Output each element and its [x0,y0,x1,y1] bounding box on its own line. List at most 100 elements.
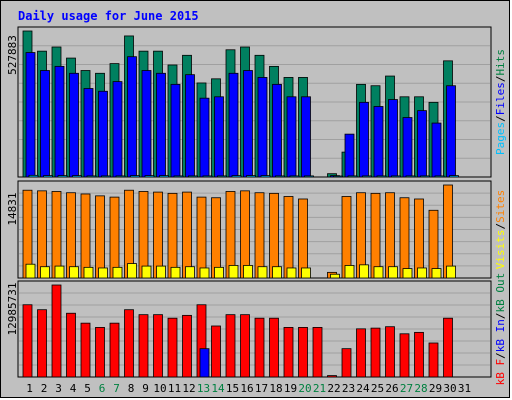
x-tick-label-day-8: 8 [128,382,135,395]
bar-top-pages-day-11 [173,175,184,178]
legend-middle: Visits/Sites [494,190,507,270]
bar-middle-sites-day-17 [254,192,265,279]
bar-top-files-day-19 [286,96,297,178]
x-tick-label-day-21: 21 [313,382,326,395]
bar-top-pages-day-26 [391,175,401,178]
bar-top-pages-day-23 [347,175,358,178]
bar-top-pages-day-5 [86,175,97,178]
bar-top-files-day-18 [272,83,282,178]
bar-bottom-kbytes-f-day-22 [327,375,337,378]
bar-middle-visits-day-11 [170,266,181,279]
bar-middle-visits-day-26 [388,266,398,279]
bar-top-files-day-3 [54,65,65,178]
bar-middle-sites-day-4 [66,192,76,279]
bar-bottom-kbytes-f-day-1 [22,304,33,378]
bar-middle-visits-day-9 [141,265,152,279]
bar-top-pages-day-27 [405,175,416,178]
bar-top-pages-day-12 [188,175,198,178]
bar-top-pages-day-1 [28,174,39,178]
bar-bottom-kbytes-f-day-10 [153,314,163,378]
bar-middle-visits-day-28 [417,267,427,279]
bar-middle-sites-day-5 [80,193,91,279]
legend-item: Visits [494,230,507,270]
bar-top-pages-day-17 [260,175,271,178]
x-tick-label-day-1: 1 [26,382,33,395]
bar-bottom-kbytes-f-day-19 [283,327,294,378]
bar-top-pages-day-16 [246,175,256,178]
bar-middle-sites-day-3 [51,191,62,279]
bar-bottom-kbytes-f-day-23 [341,348,352,378]
x-tick-label-day-6: 6 [99,382,106,395]
bar-bottom-kbytes-f-day-28 [414,331,424,378]
bar-middle-visits-day-18 [272,266,282,279]
legend-item: kB Out [494,273,507,313]
bar-bottom-kbytes-f-day-7 [109,322,120,378]
x-tick-label-day-25: 25 [371,382,384,395]
bar-top-files-day-4 [69,72,79,178]
bar-bottom-kbytes-f-day-12 [182,314,192,378]
x-tick-label-day-31: 31 [458,382,471,395]
x-tick-label-day-30: 30 [443,382,456,395]
bar-top-pages-day-18 [275,175,285,178]
bar-top-files-day-26 [388,99,398,178]
bar-middle-sites-day-14 [211,197,221,279]
bar-bottom-kbytes-f-day-2 [37,309,47,378]
bar-top-files-day-7 [112,81,123,178]
bar-top-files-day-8 [127,56,137,178]
bar-middle-sites-day-30 [443,184,453,279]
x-tick-label-day-15: 15 [226,382,239,395]
x-tick-label-day-3: 3 [55,382,62,395]
bar-bottom-kbytes-f-day-29 [428,342,439,378]
bar-middle-visits-day-30 [446,265,456,279]
bar-bottom-kbytes-f-day-21 [312,327,323,378]
x-tick-label-day-13: 13 [197,382,210,395]
bar-top-pages-day-7 [115,175,126,178]
bar-bottom-kbytes-f-day-20 [298,327,308,378]
bar-bottom-kb-in-day-13 [199,348,210,378]
bar-middle-sites-day-26 [385,192,395,279]
x-tick-label-day-10: 10 [153,382,166,395]
bar-top-files-day-10 [156,72,166,178]
bar-top-files-day-30 [446,85,456,178]
bar-bottom-kbytes-f-day-9 [138,314,149,378]
bar-bottom-kbytes-f-day-30 [443,317,453,378]
legend-item: kB F [494,359,507,386]
bar-top-files-day-2 [40,70,50,178]
bar-middle-sites-day-2 [37,190,47,279]
bar-middle-sites-day-29 [428,209,439,279]
bar-middle-sites-day-20 [298,198,308,279]
x-tick-label-day-17: 17 [255,382,268,395]
x-tick-label-day-16: 16 [240,382,253,395]
bar-top-files-day-15 [228,72,239,178]
bar-bottom-kbytes-f-day-24 [356,328,366,378]
x-tick-label-day-27: 27 [400,382,413,395]
bar-top-pages-day-8 [130,175,140,178]
legend-item: Files [494,82,507,115]
bar-middle-visits-day-3 [54,265,65,279]
bar-middle-sites-day-10 [153,191,163,279]
bar-top-files-day-28 [417,110,427,178]
x-tick-label-day-9: 9 [142,382,149,395]
bar-middle-visits-day-14 [214,266,224,279]
bar-middle-visits-day-19 [286,267,297,279]
bar-top-files-day-29 [431,122,442,178]
bar-top-pages-day-24 [362,175,372,178]
bar-middle-visits-day-29 [431,268,442,279]
bar-middle-sites-day-16 [240,190,250,279]
y-max-label-middle: 14831 [6,192,19,225]
bar-middle-sites-day-18 [269,192,279,279]
bar-top-files-day-27 [402,117,413,178]
bar-middle-visits-day-24 [359,264,369,279]
x-tick-label-day-23: 23 [342,382,355,395]
bar-top-pages-day-25 [376,175,387,178]
bar-top-files-day-1 [25,52,36,178]
bar-top-pages-day-13 [202,175,213,178]
x-tick-label-day-4: 4 [70,382,77,395]
bar-top-files-day-14 [214,96,224,178]
bar-middle-visits-day-22 [330,273,340,279]
x-tick-label-day-19: 19 [284,382,297,395]
bar-middle-sites-day-19 [283,196,294,279]
bar-middle-visits-day-27 [402,268,413,279]
bar-bottom-kbytes-f-day-5 [80,322,91,378]
bar-middle-visits-day-1 [25,263,36,279]
